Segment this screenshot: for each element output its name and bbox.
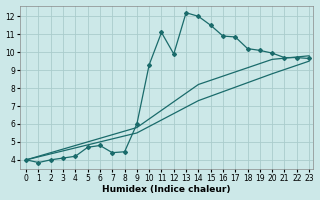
X-axis label: Humidex (Indice chaleur): Humidex (Indice chaleur): [102, 185, 231, 194]
